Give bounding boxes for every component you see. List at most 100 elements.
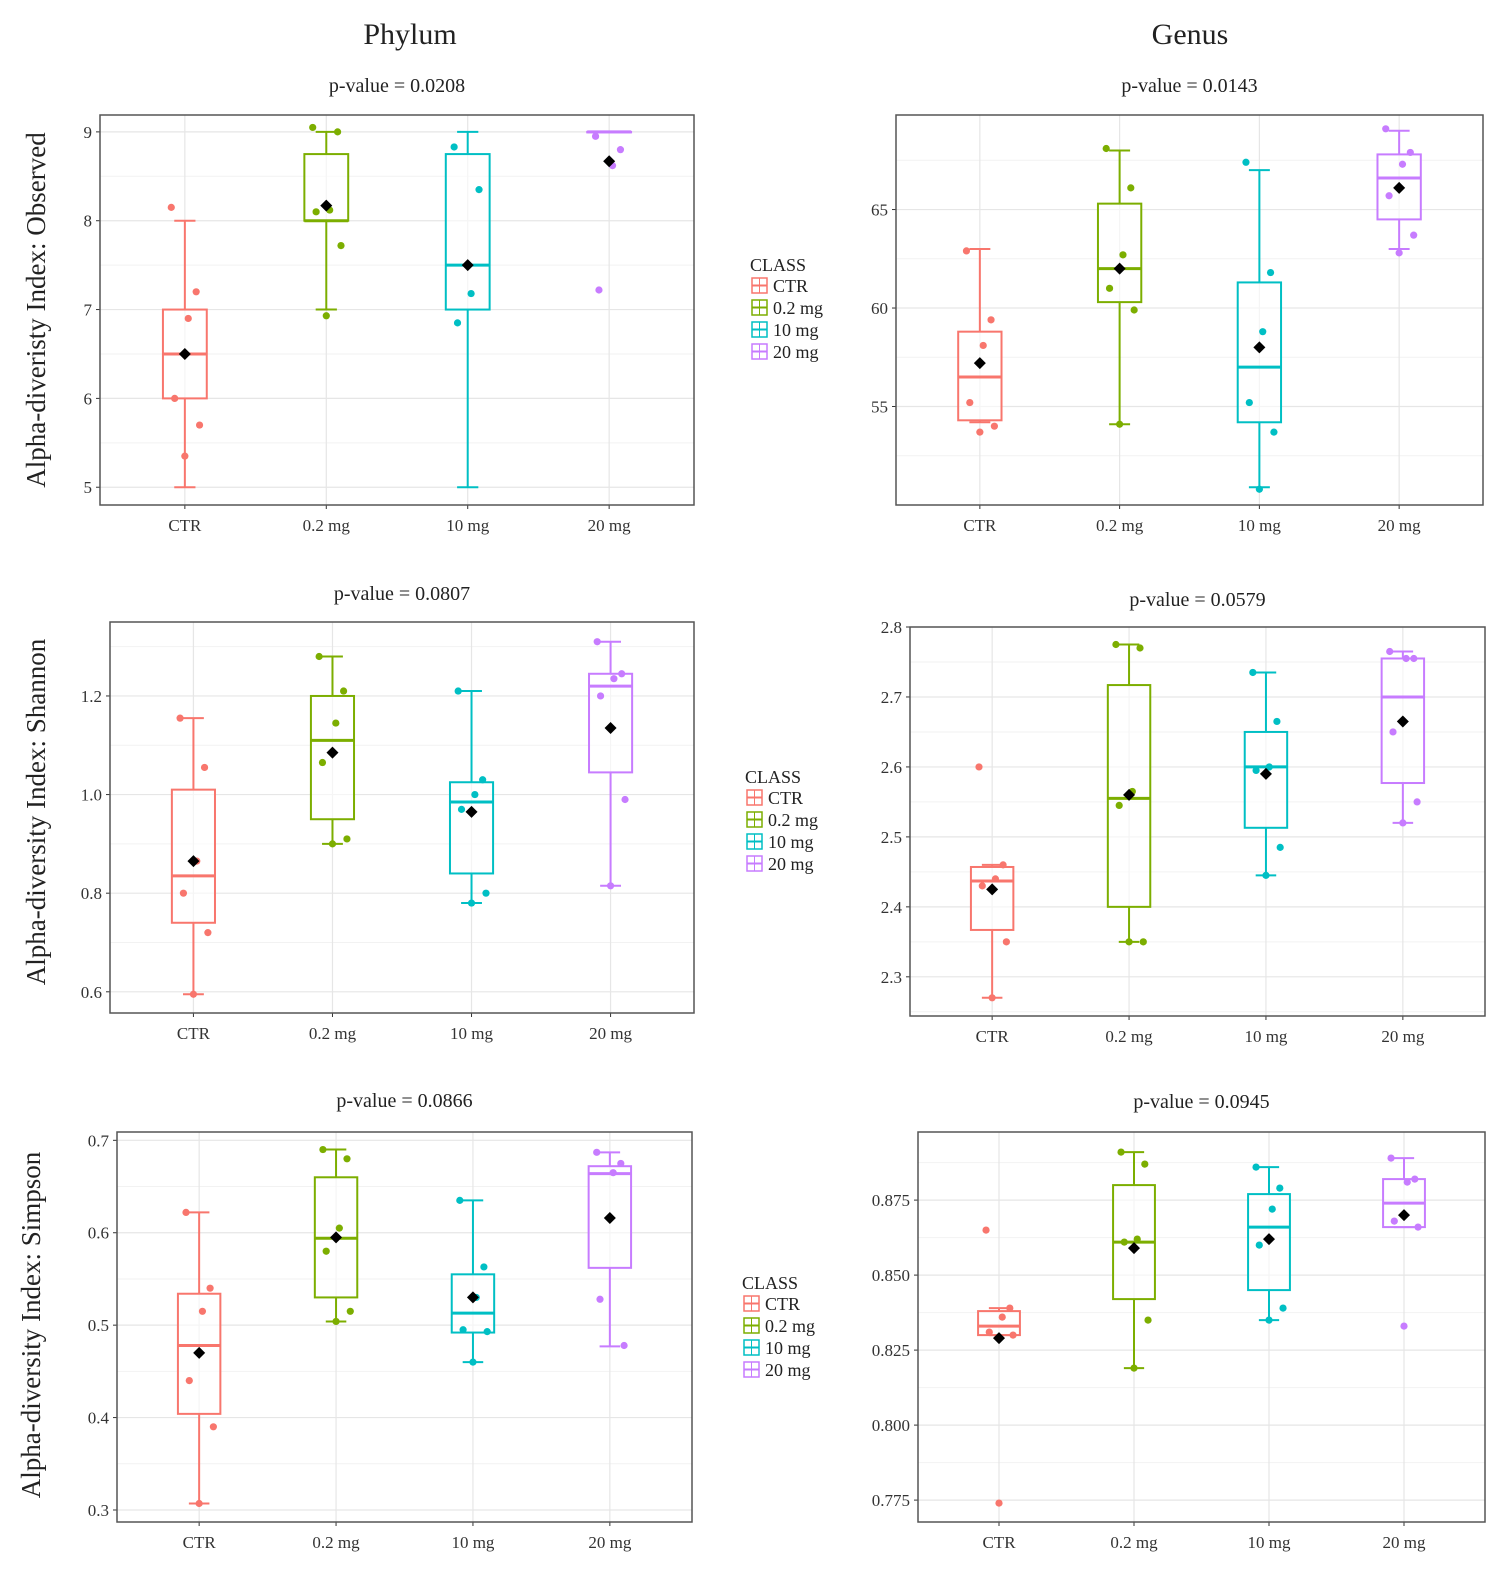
legend-label: 10 mg [765, 1338, 811, 1358]
y-tick-label: 9 [84, 123, 93, 142]
legend-title: CLASS [742, 1273, 798, 1293]
data-point [200, 763, 209, 772]
y-tick-label: 0.875 [872, 1191, 910, 1210]
x-tick-label: CTR [177, 1024, 211, 1043]
box-20mg [1376, 125, 1422, 257]
data-point [1144, 1316, 1152, 1324]
x-tick-label: CTR [982, 1533, 1016, 1552]
data-point [182, 1208, 190, 1217]
plot-border [909, 626, 1486, 1017]
data-point [1385, 192, 1393, 200]
data-point [1406, 148, 1414, 157]
data-point [1112, 640, 1120, 649]
data-point [1006, 1304, 1014, 1312]
data-point [1400, 1322, 1408, 1330]
data-point [1276, 1184, 1284, 1192]
y-axis-title: Alpha-diversity Index: Shannon [21, 638, 51, 985]
data-point [998, 1313, 1006, 1321]
y-tick-label: 2.7 [881, 688, 903, 707]
column-title-genus: Genus [1152, 18, 1229, 51]
legend-item: 0.2 mg [743, 1316, 815, 1336]
mean-marker [1253, 341, 1266, 354]
p-value-title: p-value = 0.0143 [1121, 75, 1257, 97]
y-tick-label: 55 [871, 398, 888, 417]
data-point [982, 1226, 990, 1234]
mean-marker [461, 259, 474, 272]
box-CTR [161, 203, 208, 489]
mean-marker [1123, 788, 1136, 801]
data-point [1252, 1163, 1260, 1171]
data-point [346, 1307, 354, 1315]
data-point [1255, 1241, 1263, 1249]
y-tick-label: 0.775 [872, 1491, 910, 1510]
data-point [1265, 1316, 1273, 1324]
data-point [467, 289, 475, 298]
legend-item: 10 mg [751, 320, 819, 340]
box-20mg [1380, 647, 1426, 827]
data-point [469, 1358, 477, 1366]
y-axis-title: Alpha-diveristy Index: Observed [21, 132, 51, 488]
data-point [482, 889, 490, 897]
panel-4: 2.3 2.4 2.5 2.6 2.7 2.8 CTR 0.2 mg 10 mg 20 mg p-v… [881, 589, 1486, 1046]
legend-label: 10 mg [773, 320, 819, 340]
box-CTR [977, 1226, 1021, 1507]
mean-marker [1398, 1209, 1410, 1222]
data-point [966, 398, 974, 407]
data-point [1249, 668, 1257, 677]
legend-label: 20 mg [765, 1360, 811, 1380]
data-point [1402, 654, 1410, 663]
data-point [192, 288, 200, 296]
data-point [1136, 644, 1144, 652]
data-point [1242, 158, 1250, 166]
data-point [618, 670, 626, 678]
x-tick-label: 0.2 mg [303, 516, 351, 535]
p-value-title: p-value = 0.0807 [334, 583, 470, 605]
box-02mg [309, 652, 356, 848]
y-tick-label: 5 [84, 478, 93, 497]
legend-item: CTR [751, 276, 808, 296]
box-10mg [1243, 668, 1289, 879]
box-02mg [1112, 1148, 1156, 1372]
data-point [456, 1196, 464, 1204]
x-tick-label: 20 mg [588, 516, 631, 535]
data-point [1414, 1223, 1422, 1231]
data-point [1120, 1238, 1128, 1246]
data-point [167, 203, 175, 211]
box-CTR [957, 247, 1003, 436]
data-point [1259, 328, 1267, 336]
data-point [1105, 284, 1114, 292]
data-point [453, 319, 462, 327]
data-point [1127, 184, 1135, 192]
data-point [609, 1169, 617, 1177]
iqr-box [450, 1273, 496, 1334]
data-point [471, 790, 479, 799]
x-tick-label: 0.2 mg [312, 1533, 360, 1552]
data-point [176, 714, 184, 722]
legend-item: 10 mg [746, 832, 814, 852]
x-tick-label: 10 mg [1238, 516, 1281, 535]
data-point [195, 1499, 203, 1508]
data-point [334, 128, 342, 136]
data-point [181, 452, 189, 460]
data-point [1115, 801, 1123, 810]
legend-item: 0.2 mg [746, 810, 818, 830]
mean-marker [330, 1231, 343, 1244]
data-point [1102, 144, 1110, 153]
mean-marker [1128, 1242, 1140, 1255]
data-point [332, 719, 340, 727]
data-point [976, 428, 984, 436]
data-point [457, 805, 466, 813]
data-point [343, 1155, 351, 1163]
data-point [1117, 1148, 1125, 1156]
mean-marker [973, 357, 986, 370]
x-tick-label: 0.2 mg [1096, 516, 1144, 535]
x-tick-label: 0.2 mg [309, 1024, 357, 1043]
box-02mg [313, 1145, 359, 1326]
x-tick-label: CTR [976, 1027, 1010, 1046]
legend-label: CTR [765, 1294, 800, 1314]
data-point [978, 882, 986, 890]
box-10mg [1247, 1163, 1291, 1324]
mean-marker [178, 347, 191, 360]
data-point [988, 994, 996, 1002]
